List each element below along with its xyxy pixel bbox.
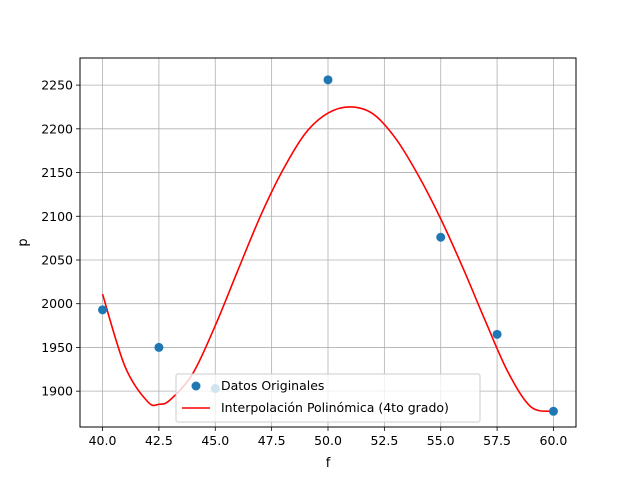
x-tick-label: 45.0 [201,433,229,448]
x-tick-label: 52.5 [370,433,398,448]
y-tick-label: 2000 [41,296,73,311]
interpolation-curve [101,106,554,413]
y-tick-label: 2150 [41,165,73,180]
y-tick-label: 2250 [41,78,73,93]
y-axis-label: p [16,238,31,246]
data-point [98,305,108,315]
legend-label-interpolation: Interpolación Polinómica (4to grado) [221,400,449,415]
data-point [548,406,558,416]
x-tick-label: 47.5 [258,433,286,448]
y-tick-label: 2050 [41,252,73,267]
x-tick-label: 50.0 [314,433,342,448]
data-point [323,75,333,85]
legend-box [175,373,481,423]
data-point [436,232,446,242]
data-point [154,342,164,352]
x-tick-label: 40.0 [89,433,117,448]
x-tick-labels: 40.0 42.5 45.0 47.5 50.0 52.5 55.0 57.5 60.0 [89,433,568,448]
y-tick-labels: 1900 1950 2000 2050 2100 2150 2200 2250 [41,78,73,399]
legend-scatter-marker [191,381,201,391]
interpolation-line-layer [101,106,554,413]
x-tick-label: 57.5 [483,433,511,448]
x-tick-label: 60.0 [540,433,568,448]
y-tick-label: 1950 [41,340,73,355]
tick-marks [76,84,554,431]
x-tick-label: 42.5 [145,433,173,448]
y-tick-label: 1900 [41,384,73,399]
y-tick-label: 2100 [41,209,73,224]
legend: Datos Originales Interpolación Polinómic… [175,373,481,423]
y-tick-label: 2200 [41,121,73,136]
x-tick-label: 55.0 [427,433,455,448]
data-point [492,329,502,339]
legend-label-original-data: Datos Originales [221,378,324,393]
x-axis-label: f [326,456,331,471]
